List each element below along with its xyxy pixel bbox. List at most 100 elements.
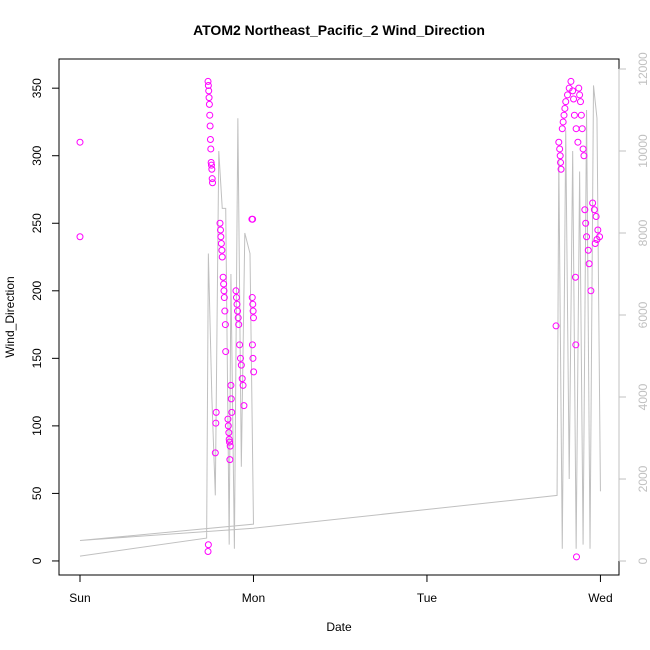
point xyxy=(217,233,225,241)
x-tick-label: Mon xyxy=(242,591,265,605)
point xyxy=(205,100,213,108)
point xyxy=(232,287,240,295)
point xyxy=(574,138,582,146)
point xyxy=(76,138,84,146)
point xyxy=(578,125,586,133)
point xyxy=(236,354,244,362)
point xyxy=(249,354,257,362)
point xyxy=(225,435,233,443)
x-axis-label: Date xyxy=(326,620,352,634)
point xyxy=(217,240,225,248)
point xyxy=(591,240,599,248)
x-tick-label: Sun xyxy=(69,591,90,605)
point xyxy=(232,294,240,302)
point xyxy=(569,87,577,95)
point xyxy=(221,321,229,329)
point xyxy=(589,199,597,207)
y2-tick-label: 4000 xyxy=(636,383,650,410)
point xyxy=(571,273,579,281)
point xyxy=(227,395,235,403)
point xyxy=(590,206,598,214)
point xyxy=(583,233,591,241)
y-tick-label: 100 xyxy=(30,416,44,436)
point xyxy=(216,219,224,227)
point xyxy=(237,361,245,369)
point xyxy=(207,161,215,169)
y2-tick-label: 10000 xyxy=(636,134,650,168)
line-series xyxy=(79,85,601,557)
point xyxy=(580,152,588,160)
point xyxy=(559,118,567,126)
y-tick-label: 350 xyxy=(30,78,44,98)
point xyxy=(222,348,230,356)
point xyxy=(594,226,602,234)
y-tick-label: 50 xyxy=(30,486,44,500)
point xyxy=(239,381,247,389)
point xyxy=(218,246,226,254)
point xyxy=(248,341,256,349)
point xyxy=(207,145,215,153)
point xyxy=(249,215,257,223)
point xyxy=(220,287,228,295)
y2-tick-label: 8000 xyxy=(636,219,650,246)
x-tick-label: Wed xyxy=(588,591,612,605)
point xyxy=(249,307,257,315)
point xyxy=(587,287,595,295)
point xyxy=(576,98,584,106)
point xyxy=(206,111,214,119)
point xyxy=(579,145,587,153)
y-tick-label: 150 xyxy=(30,348,44,368)
point xyxy=(236,341,244,349)
point xyxy=(557,165,565,173)
point xyxy=(233,300,241,308)
point xyxy=(556,152,564,160)
point xyxy=(575,84,583,92)
y-axis-label: Wind_Direction xyxy=(3,276,17,357)
point xyxy=(592,213,600,221)
point xyxy=(561,104,569,112)
chart-title: ATOM2 Northeast_Pacific_2 Wind_Direction xyxy=(193,22,485,38)
point xyxy=(208,165,216,173)
point xyxy=(235,321,243,329)
point xyxy=(208,175,216,183)
point xyxy=(218,253,226,261)
point xyxy=(212,408,220,416)
point xyxy=(577,111,585,119)
point xyxy=(576,91,584,99)
point xyxy=(584,246,592,254)
point xyxy=(226,442,234,450)
y2-tick-label: 12000 xyxy=(636,52,650,86)
point xyxy=(217,226,225,234)
point xyxy=(219,273,227,281)
point xyxy=(557,158,565,166)
point xyxy=(560,111,568,119)
y-tick-label: 300 xyxy=(30,145,44,165)
point xyxy=(228,408,236,416)
point xyxy=(224,422,232,430)
y-tick-label: 250 xyxy=(30,213,44,233)
point xyxy=(249,314,257,322)
point xyxy=(570,111,578,119)
y2-tick-label: 6000 xyxy=(636,301,650,328)
y2-tick-label: 0 xyxy=(636,557,650,564)
y-tick-label: 200 xyxy=(30,280,44,300)
point xyxy=(220,294,228,302)
point xyxy=(572,341,580,349)
point xyxy=(234,307,242,315)
point xyxy=(206,122,214,130)
point xyxy=(240,402,248,410)
point xyxy=(593,235,601,243)
point xyxy=(204,81,212,89)
point xyxy=(204,77,212,85)
point xyxy=(206,136,214,144)
y-tick-label: 0 xyxy=(30,557,44,564)
point xyxy=(556,145,564,153)
point xyxy=(558,125,566,133)
point xyxy=(248,294,256,302)
point xyxy=(205,94,213,102)
point xyxy=(76,233,84,241)
point xyxy=(204,541,212,549)
point xyxy=(225,429,233,437)
point xyxy=(570,95,578,103)
